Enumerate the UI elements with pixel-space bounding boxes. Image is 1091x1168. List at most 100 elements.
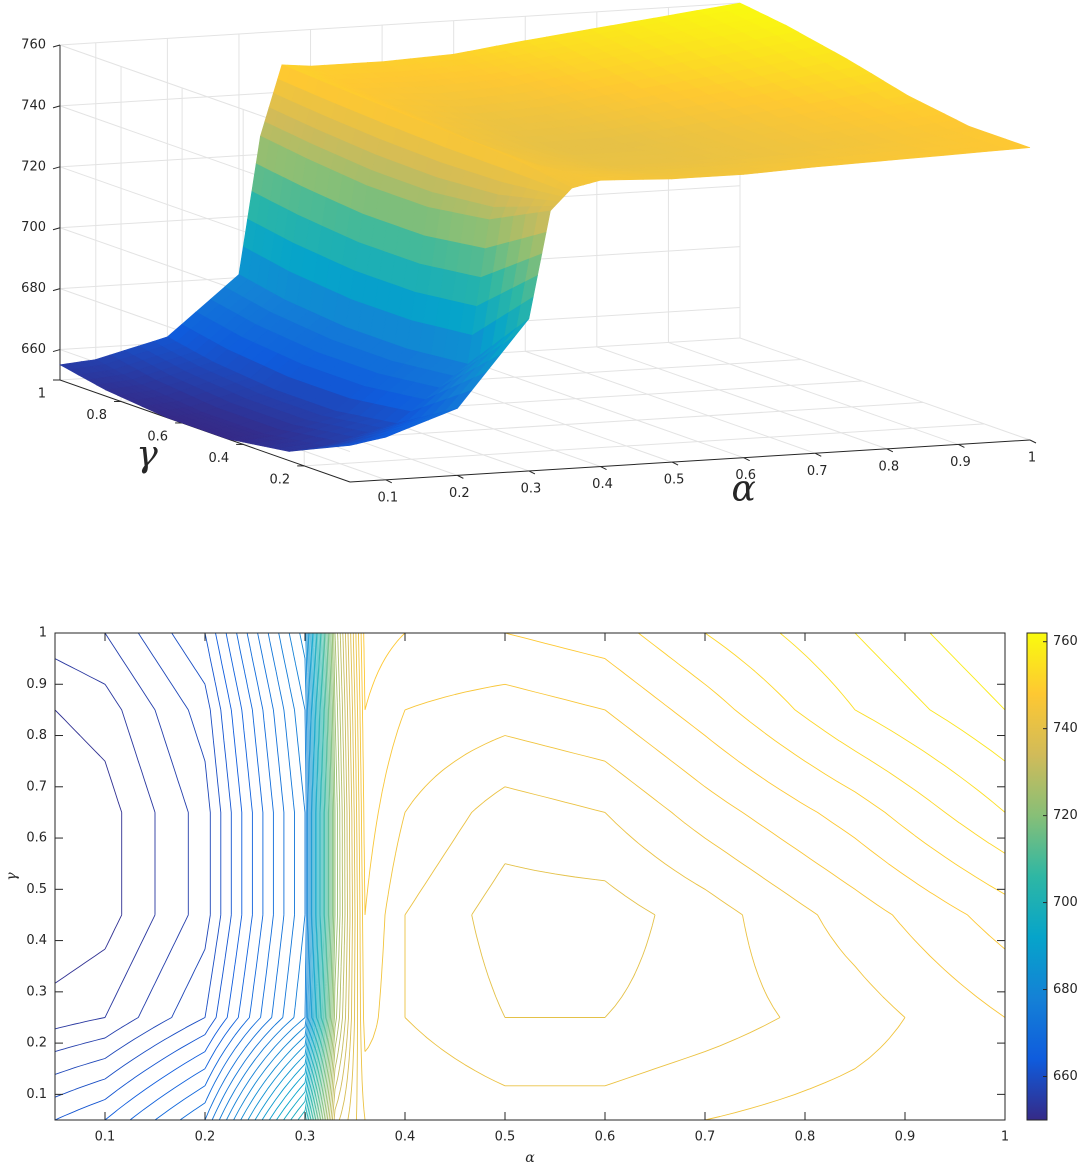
contour-line: [333, 632, 351, 1121]
tick-mark: [671, 461, 679, 466]
contour-line: [338, 632, 353, 1121]
grid-line: [59, 2, 741, 46]
colorbar-tick-label: 680: [1053, 982, 1078, 997]
tick-mark: [815, 452, 822, 457]
contour-line: [225, 632, 307, 1121]
contour-line: [326, 632, 341, 1121]
contour-line: [240, 632, 310, 1121]
y-axis-label: γ: [136, 434, 158, 475]
z-tick-label: 680: [21, 281, 46, 296]
contour-line: [347, 632, 356, 1121]
tick-mark: [1029, 439, 1037, 444]
y-tick-label: 0.8: [86, 408, 107, 423]
tick-mark: [52, 349, 61, 353]
x-tick-label: 0.9: [950, 455, 971, 470]
contour-line: [323, 632, 336, 1121]
tick-mark: [958, 443, 965, 448]
y-tick-label: 0.8: [26, 728, 47, 743]
tick-mark: [52, 166, 61, 170]
contour-line: [297, 632, 320, 1121]
tick-mark: [457, 474, 464, 479]
contour-line: [330, 632, 346, 1121]
x-tick-label: 0.2: [449, 486, 470, 501]
y-tick-label: 0.9: [26, 677, 47, 692]
x-axis-label: α: [732, 469, 756, 510]
colorbar: [1026, 632, 1048, 1121]
colorbar-tick-label: 700: [1053, 895, 1078, 910]
contour-line: [319, 632, 333, 1121]
y-tick-label: 0.6: [26, 831, 47, 846]
tick-mark: [52, 105, 61, 109]
x-tick-label: 1: [1001, 1130, 1009, 1145]
contour-line: [179, 632, 274, 1121]
contour-line: [233, 632, 309, 1121]
contour-line: [306, 632, 323, 1121]
z-tick-label: 660: [21, 342, 46, 357]
colorbar-tick-label: 740: [1053, 721, 1078, 736]
contour-line: [318, 632, 332, 1121]
contour-line: [321, 632, 335, 1121]
y-tick-label: 0.3: [26, 984, 47, 999]
z-tick-label: 760: [21, 38, 46, 53]
tick-mark: [385, 479, 393, 484]
x-tick-label: 0.5: [664, 473, 685, 488]
contour-plot: 0.1 0.2 0.3 0.4 0.5 0.6 0.7 0.8 0.9 1 0.1 0.2 0.3 0.4…: [4, 626, 1078, 1167]
colorbar-tick-label: 760: [1053, 634, 1078, 649]
grid-line: [304, 423, 985, 467]
contour-line: [247, 632, 311, 1121]
y-tick-label: 0.7: [26, 779, 47, 794]
contour-line: [218, 632, 306, 1121]
contour-line: [307, 632, 324, 1121]
x-tick-label: 0.4: [592, 477, 613, 492]
grid-line: [525, 350, 816, 454]
grid-line: [739, 337, 1031, 441]
contour-line: [355, 632, 781, 1121]
grid-line: [668, 341, 959, 445]
colorbar-tick-label: 720: [1053, 808, 1078, 823]
y-tick-label: 0.4: [208, 451, 229, 466]
y-tick-label: 1: [38, 387, 46, 402]
tick-mark: [528, 470, 536, 475]
tick-mark: [743, 457, 750, 462]
x-tick-label: 0.5: [495, 1130, 516, 1145]
y-axis-label: γ: [4, 872, 20, 881]
y-tick-label: 0.2: [26, 1036, 47, 1051]
colorbar-tick-label: 660: [1053, 1069, 1078, 1084]
tick-mark: [52, 227, 61, 231]
contour-line: [313, 632, 328, 1121]
contour-line: [311, 632, 327, 1121]
x-tick-label: 0.9: [895, 1130, 916, 1145]
grid-line: [453, 355, 744, 459]
x-tick-label: 0.7: [807, 464, 828, 479]
x-tick-label: 0.8: [878, 459, 899, 474]
contour-line: [352, 632, 656, 1121]
x-tick-label: 0.6: [735, 468, 756, 483]
grid-line: [596, 346, 888, 450]
tick-mark: [600, 466, 607, 470]
axis-line: [349, 439, 1031, 483]
surface-patch: [337, 443, 358, 447]
contour-line: [314, 632, 329, 1121]
contour-line: [54, 632, 232, 1121]
contour-line: [290, 632, 319, 1121]
y-tick-label: 0.5: [26, 882, 47, 897]
z-tick-label: 700: [21, 220, 46, 235]
contour-line: [54, 709, 123, 984]
contour-line: [309, 632, 326, 1121]
x-tick-label: 0.3: [295, 1130, 316, 1145]
z-tick-label: 740: [21, 98, 46, 113]
x-tick-label: 0.6: [595, 1130, 616, 1145]
contour-line: [54, 658, 156, 1030]
x-tick-label: 0.8: [795, 1130, 816, 1145]
contour-line: [54, 632, 189, 1053]
contour-line: [268, 632, 315, 1121]
axes-box: [54, 632, 1006, 1121]
y-tick-label: 0.1: [26, 1087, 47, 1102]
tick-mark: [886, 448, 894, 453]
surface-plot: 0.1 0.2 0.3 0.4 0.5 0.6 0.7 0.8 0.9 1 0.2 0.4 0.6 0.8…: [21, 2, 1037, 510]
tick-mark: [52, 288, 61, 292]
contour-line: [211, 632, 295, 1121]
x-tick-label: 0.1: [95, 1130, 116, 1145]
